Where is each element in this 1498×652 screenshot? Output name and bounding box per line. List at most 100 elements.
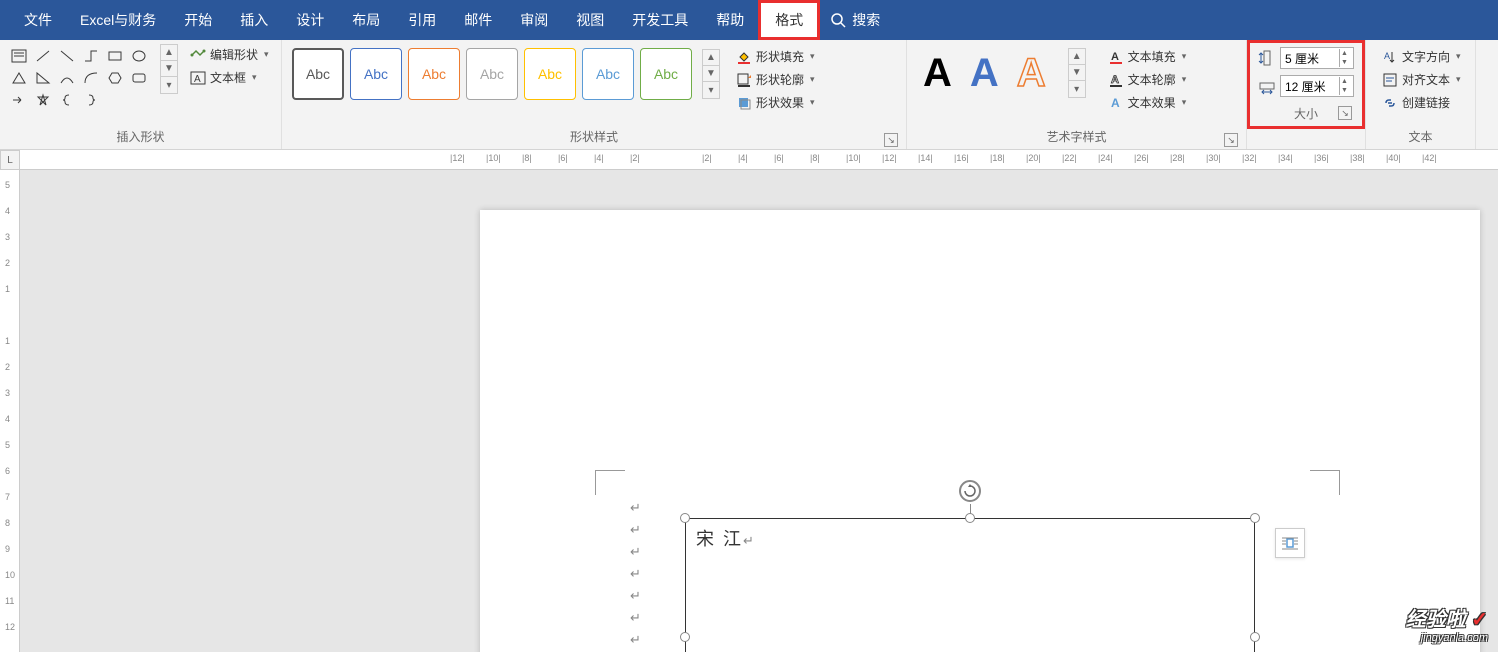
shape-brace-r-icon[interactable]	[80, 90, 102, 110]
text-outline-label: 文本轮廓	[1128, 71, 1176, 88]
style-preset-7[interactable]: Abc	[640, 48, 692, 100]
wordart-3[interactable]: A	[1017, 51, 1046, 96]
shape-rect-icon[interactable]	[104, 46, 126, 66]
style-preset-6[interactable]: Abc	[582, 48, 634, 100]
shape-arc-icon[interactable]	[80, 68, 102, 88]
height-down[interactable]: ▼	[1339, 58, 1349, 67]
height-input[interactable]: 5 厘米 ▲▼	[1280, 47, 1354, 69]
shape-oval-icon[interactable]	[128, 46, 150, 66]
textbox-text[interactable]: 宋 江↵	[696, 529, 756, 549]
scroll-more-icon[interactable]: ▾	[703, 82, 719, 98]
shape-effects-button[interactable]: 形状效果▾	[732, 92, 819, 113]
shape-hexagon-icon[interactable]	[104, 68, 126, 88]
shape-outline-button[interactable]: 形状轮廓▾	[732, 69, 819, 90]
menu-bar: 文件 Excel与财务 开始 插入 设计 布局 引用 邮件 审阅 视图 开发工具…	[0, 0, 1498, 40]
scroll-down-icon[interactable]: ▼	[703, 66, 719, 82]
group-text: A 文字方向▾ 对齐文本▾ 创建链接 文本	[1366, 40, 1476, 149]
textbox-button[interactable]: A 文本框▾	[186, 67, 273, 88]
ruler-corner[interactable]: L	[0, 150, 20, 170]
svg-text:A: A	[1111, 74, 1119, 86]
width-down[interactable]: ▼	[1339, 86, 1349, 95]
align-text-button[interactable]: 对齐文本▾	[1378, 69, 1465, 90]
handle-tl[interactable]	[680, 513, 690, 523]
shape-fill-button[interactable]: 形状填充▾	[732, 46, 819, 67]
style-preset-4[interactable]: Abc	[466, 48, 518, 100]
width-input[interactable]: 12 厘米 ▲▼	[1280, 75, 1354, 97]
horizontal-ruler[interactable]: |12||10||8||6||4||2||2||4||6||8||10||12|…	[20, 150, 1498, 170]
margin-corner-tl	[595, 470, 625, 495]
handle-tr[interactable]	[1250, 513, 1260, 523]
menu-insert[interactable]: 插入	[226, 0, 282, 40]
scroll-up-icon[interactable]: ▲	[1069, 49, 1085, 65]
handle-tm[interactable]	[965, 513, 975, 523]
shape-connector-icon[interactable]	[80, 46, 102, 66]
wordart-scroll[interactable]: ▲▼▾	[1068, 48, 1086, 98]
shape-style-gallery[interactable]: Abc Abc Abc Abc Abc Abc Abc ▲▼▾	[288, 44, 724, 104]
menu-file[interactable]: 文件	[10, 0, 66, 40]
handle-mr[interactable]	[1250, 632, 1260, 642]
edit-shape-button[interactable]: 编辑形状▾	[186, 44, 273, 65]
rotate-handle[interactable]	[959, 480, 981, 502]
layout-options-button[interactable]	[1275, 528, 1305, 558]
text-outline-button[interactable]: A 文本轮廓▾	[1104, 69, 1191, 90]
style-scroll[interactable]: ▲▼▾	[702, 49, 720, 99]
shape-rtriangle-icon[interactable]	[32, 68, 54, 88]
textbox-label: 文本框	[210, 69, 246, 86]
size-launcher[interactable]: ↘	[1338, 106, 1352, 120]
canvas[interactable]: ↵↵↵↵↵↵↵↵↵↵↵↵↵↵ 宋 江↵	[20, 170, 1498, 652]
shape-arrow-icon[interactable]	[8, 90, 30, 110]
shape-styles-launcher[interactable]: ↘	[884, 133, 898, 147]
shape-textbox-icon[interactable]	[8, 46, 30, 66]
menu-references[interactable]: 引用	[394, 0, 450, 40]
ribbon: ▲▼▾ 编辑形状▾ A 文本框▾ 插入形状 Abc Abc Abc Abc	[0, 40, 1498, 150]
shape-flowrect-icon[interactable]	[128, 68, 150, 88]
create-link-label: 创建链接	[1402, 94, 1450, 111]
align-icon	[1382, 72, 1398, 88]
shape-line-icon[interactable]	[32, 46, 54, 66]
shape-brace-l-icon[interactable]	[56, 90, 78, 110]
scroll-more-icon[interactable]: ▾	[161, 77, 177, 93]
text-direction-button[interactable]: A 文字方向▾	[1378, 46, 1465, 67]
wordart-1[interactable]: A	[923, 51, 952, 96]
style-preset-3[interactable]: Abc	[408, 48, 460, 100]
menu-format[interactable]: 格式	[761, 3, 817, 37]
scroll-up-icon[interactable]: ▲	[703, 50, 719, 66]
style-preset-2[interactable]: Abc	[350, 48, 402, 100]
search-box[interactable]: 搜索	[830, 10, 880, 30]
wordart-gallery[interactable]: A A A ▲▼▾	[913, 44, 1096, 102]
style-preset-5[interactable]: Abc	[524, 48, 576, 100]
width-up[interactable]: ▲	[1339, 77, 1349, 86]
create-link-button[interactable]: 创建链接	[1378, 92, 1465, 113]
menu-home[interactable]: 开始	[170, 0, 226, 40]
vertical-ruler[interactable]: 54321123456789101112	[0, 170, 20, 652]
shape-fill-label: 形状填充	[756, 48, 804, 65]
menu-excel[interactable]: Excel与财务	[66, 0, 170, 40]
text-effects-button[interactable]: A 文本效果▾	[1104, 92, 1191, 113]
menu-developer[interactable]: 开发工具	[618, 0, 702, 40]
textbox[interactable]: 宋 江↵	[685, 518, 1255, 652]
scroll-more-icon[interactable]: ▾	[1069, 81, 1085, 97]
height-up[interactable]: ▲	[1339, 49, 1349, 58]
wordart-2[interactable]: A	[970, 51, 999, 96]
menu-design[interactable]: 设计	[282, 0, 338, 40]
shapes-gallery[interactable]	[6, 44, 152, 112]
menu-review[interactable]: 审阅	[506, 0, 562, 40]
wordart-launcher[interactable]: ↘	[1224, 133, 1238, 147]
width-icon	[1258, 77, 1276, 95]
menu-mailings[interactable]: 邮件	[450, 0, 506, 40]
shape-curve-icon[interactable]	[56, 68, 78, 88]
shape-line2-icon[interactable]	[56, 46, 78, 66]
text-fill-button[interactable]: A 文本填充▾	[1104, 46, 1191, 67]
scroll-up-icon[interactable]: ▲	[161, 45, 177, 61]
shape-triangle-icon[interactable]	[8, 68, 30, 88]
handle-ml[interactable]	[680, 632, 690, 642]
scroll-down-icon[interactable]: ▼	[1069, 65, 1085, 81]
style-preset-1[interactable]: Abc	[292, 48, 344, 100]
scroll-down-icon[interactable]: ▼	[161, 61, 177, 77]
shapes-scroll[interactable]: ▲▼▾	[160, 44, 178, 94]
menu-help[interactable]: 帮助	[702, 0, 758, 40]
menu-view[interactable]: 视图	[562, 0, 618, 40]
menu-layout[interactable]: 布局	[338, 0, 394, 40]
shape-star-icon[interactable]	[32, 90, 54, 110]
textbox-selection[interactable]: 宋 江↵	[685, 518, 1255, 652]
